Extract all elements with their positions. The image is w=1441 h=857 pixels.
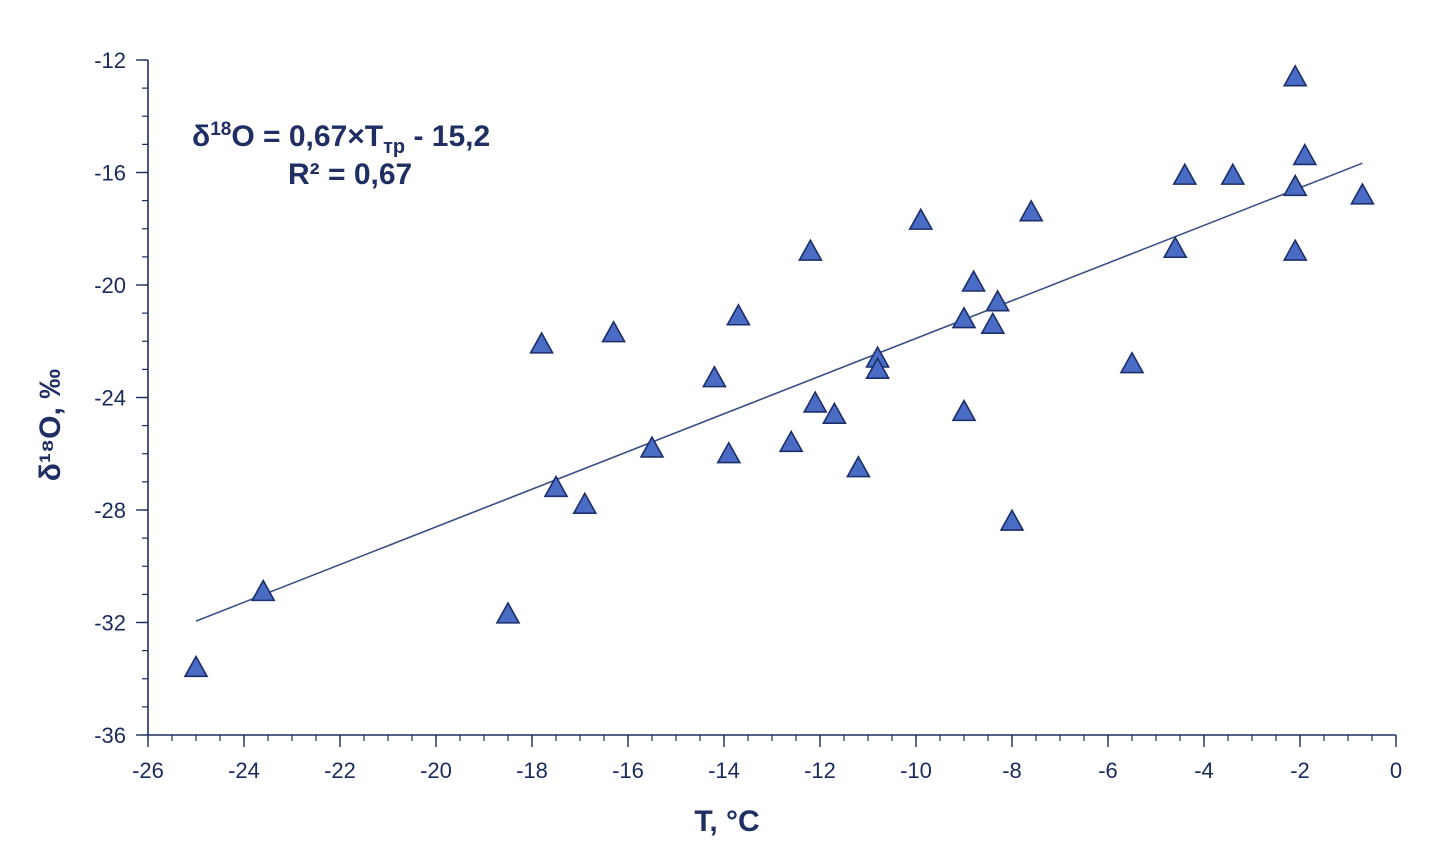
data-point-triangle xyxy=(572,491,598,514)
x-tick-label: -6 xyxy=(1098,758,1118,783)
data-point-triangle xyxy=(802,390,828,413)
data-point-triangle xyxy=(1172,162,1198,185)
data-point-triangle xyxy=(183,654,209,678)
data-point-triangle xyxy=(908,207,934,230)
data-point-triangle xyxy=(1018,199,1044,222)
data-point-triangle xyxy=(865,356,890,379)
data-point-triangle xyxy=(980,311,1006,334)
trendline-layer xyxy=(195,162,1363,622)
data-point-triangle xyxy=(495,601,521,624)
y-tick-label: -24 xyxy=(94,386,126,411)
x-tick-label: -24 xyxy=(228,758,260,783)
data-point-triangle xyxy=(702,365,727,388)
y-axis-title: δ¹⁸O, ‰ xyxy=(34,369,67,481)
x-tick-label: -18 xyxy=(516,758,548,783)
x-tick-label: -14 xyxy=(708,758,740,783)
x-tick-label: -22 xyxy=(324,758,356,783)
data-point-triangle xyxy=(1119,351,1145,374)
y-tick-label: -12 xyxy=(94,48,126,73)
data-point-triangle xyxy=(639,435,665,458)
x-tick-label: 0 xyxy=(1390,758,1402,783)
x-tick-label: -4 xyxy=(1194,758,1214,783)
data-point-triangle xyxy=(726,303,751,326)
y-tick-label: -36 xyxy=(94,723,126,748)
y-tick-label: -16 xyxy=(94,161,126,186)
data-point-triangle xyxy=(1282,64,1308,87)
data-point-triangle xyxy=(543,474,569,498)
data-point-triangle xyxy=(1282,238,1308,261)
x-tick-label: -2 xyxy=(1290,758,1310,783)
y-tick-label: -20 xyxy=(94,273,126,298)
x-tick-label: -26 xyxy=(132,758,164,783)
data-point-triangle xyxy=(846,455,871,478)
data-point-triangle xyxy=(999,508,1025,531)
data-point-triangle xyxy=(961,269,986,292)
data-point-triangle xyxy=(601,320,626,343)
data-point-triangle xyxy=(1162,235,1188,259)
x-tick-label: -8 xyxy=(1002,758,1022,783)
data-point-triangle xyxy=(250,578,276,602)
axes: -12-16-20-24-28-32-36-26 -24 -22 -20 -18 -16-… xyxy=(94,48,1402,783)
x-tick-label: -12 xyxy=(804,758,836,783)
x-tick-label: -20 xyxy=(420,758,452,783)
data-point-triangle xyxy=(1282,173,1308,197)
data-point-triangle xyxy=(798,238,823,261)
data-point-triangle xyxy=(951,398,977,422)
data-point-triangle xyxy=(1350,182,1375,205)
data-point-triangle xyxy=(778,429,804,453)
y-tick-label: -28 xyxy=(94,498,126,523)
data-point-triangle xyxy=(716,441,742,464)
r-squared-label: R² = 0,67 xyxy=(288,158,412,191)
data-point-triangle xyxy=(822,401,847,424)
regression-equation: δ18O = 0,67×Tтр - 15,2 xyxy=(192,119,490,158)
data-point-triangle xyxy=(985,289,1010,312)
data-point-triangle xyxy=(529,331,554,354)
x-axis-title: T, °C xyxy=(694,805,759,838)
x-tick-label: -16 xyxy=(612,758,644,783)
x-tick-label: -10 xyxy=(900,758,932,783)
data-point-triangle xyxy=(1292,142,1318,166)
trendline xyxy=(195,162,1363,622)
data-points xyxy=(183,64,1375,678)
y-tick-label: -32 xyxy=(94,611,126,636)
data-point-triangle xyxy=(1220,162,1246,185)
data-point-triangle xyxy=(951,306,977,329)
